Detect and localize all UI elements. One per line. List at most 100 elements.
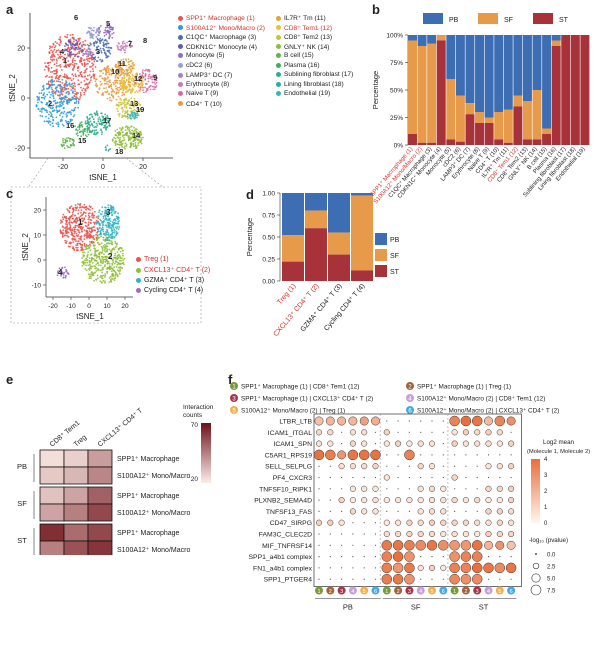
a-scatter-point [66, 75, 69, 78]
a-scatter-point [67, 60, 70, 63]
f-pair-marker-num: 3 [340, 589, 343, 595]
c-scatter-point [94, 252, 97, 255]
c-scatter-point [104, 276, 106, 278]
f-dot [315, 429, 323, 436]
f-dot [383, 497, 390, 504]
a-scatter-point [75, 63, 78, 65]
c-scatter-point [102, 236, 105, 239]
a-scatter-point [105, 56, 108, 59]
a-legend-dot [276, 53, 281, 58]
a-ytick-label: -20 [15, 146, 25, 153]
a-scatter-point [130, 112, 133, 114]
f-dot [442, 465, 444, 467]
f-dot [485, 519, 492, 526]
f-pair-marker [371, 586, 380, 595]
f-dot [485, 530, 492, 538]
a-scatter-point [144, 73, 147, 75]
c-scatter-point [67, 209, 69, 212]
f-dot [381, 573, 393, 585]
a-cluster-label: 12 [134, 74, 142, 83]
a-scatter-point [104, 113, 106, 116]
a-scatter-point [47, 69, 50, 72]
a-scatter-point [52, 100, 55, 103]
f-dot [341, 578, 343, 580]
a-scatter-point [130, 107, 133, 110]
a-scatter-point [149, 77, 152, 80]
c-scatter-point [74, 224, 77, 227]
a-scatter-point [68, 82, 71, 85]
a-scatter-point [97, 29, 99, 32]
c-scatter-point [111, 243, 114, 246]
c-scatter-point [86, 236, 88, 238]
c-scatter-point [74, 238, 77, 241]
a-scatter-point [129, 132, 131, 135]
a-scatter-point [48, 52, 51, 55]
c-scatter-point [95, 257, 98, 259]
c-scatter-point [96, 268, 99, 270]
c-scatter-point [82, 251, 84, 254]
a-legend-item: Sublining fibroblast (17) [276, 71, 353, 78]
a-scatter-point [127, 128, 129, 131]
c-scatter-point [80, 228, 83, 230]
a-scatter-point [102, 47, 105, 50]
f-dot [508, 508, 515, 515]
c-xtick-label: 0 [87, 303, 91, 310]
a-scatter-point [69, 43, 72, 45]
c-scatter-point [83, 238, 86, 241]
e-heatmap-cell [87, 540, 113, 555]
f-pair-marker-num: 2 [464, 589, 467, 595]
a-scatter-point [95, 110, 98, 113]
a-scatter-point [80, 121, 83, 124]
f-dot [510, 578, 512, 580]
a-scatter-point [149, 76, 152, 78]
c-scatter-point [87, 221, 90, 223]
c-scatter-point [116, 226, 119, 228]
d-legend-swatch [375, 265, 387, 277]
f-pair-marker-num: 1 [385, 589, 388, 595]
a-scatter-point [51, 71, 54, 73]
a-scatter-point [77, 106, 79, 109]
c-scatter-point [80, 225, 83, 228]
a-scatter-point [97, 33, 99, 36]
a-scatter-point [121, 131, 124, 134]
f-colorbar-title: (Molecule 1, Molecule 2) [527, 449, 590, 455]
f-dot [451, 440, 458, 447]
c-scatter-point [104, 250, 107, 253]
a-scatter-point [104, 38, 107, 41]
a-scatter-point [45, 83, 48, 85]
f-dot [392, 540, 404, 551]
c-scatter-point [71, 207, 74, 210]
f-dot [361, 440, 368, 447]
f-dot [417, 564, 424, 571]
a-scatter-point [129, 114, 132, 116]
a-scatter-point [124, 82, 126, 85]
a-scatter-point [78, 98, 81, 100]
c-scatter-point [67, 217, 70, 220]
f-dot [510, 454, 512, 456]
f-dot [465, 454, 467, 456]
a-scatter-point [111, 69, 114, 71]
f-dot [476, 510, 478, 512]
f-dot [374, 556, 377, 558]
a-scatter-point [115, 66, 118, 69]
a-legend-dot [178, 34, 183, 40]
a-scatter-point [73, 40, 75, 43]
c-scatter-point [88, 205, 91, 207]
a-scatter-point [46, 111, 48, 114]
e-heatmap-cell [39, 486, 65, 505]
a-scatter-point [76, 48, 79, 51]
a-scatter-point [77, 40, 80, 42]
a-scatter-point [117, 104, 120, 106]
c-scatter-point [89, 243, 91, 246]
a-scatter-point [77, 100, 80, 103]
a-scatter-point [139, 108, 142, 111]
a-scatter-point [148, 86, 151, 89]
f-dot [442, 454, 444, 456]
a-scatter-point [89, 66, 91, 68]
d-bar-segment [282, 193, 304, 236]
a-scatter-point [107, 69, 110, 72]
a-scatter-point [100, 112, 102, 115]
a-scatter-point [71, 45, 74, 48]
a-scatter-point [66, 145, 68, 147]
a-scatter-point [70, 79, 73, 82]
